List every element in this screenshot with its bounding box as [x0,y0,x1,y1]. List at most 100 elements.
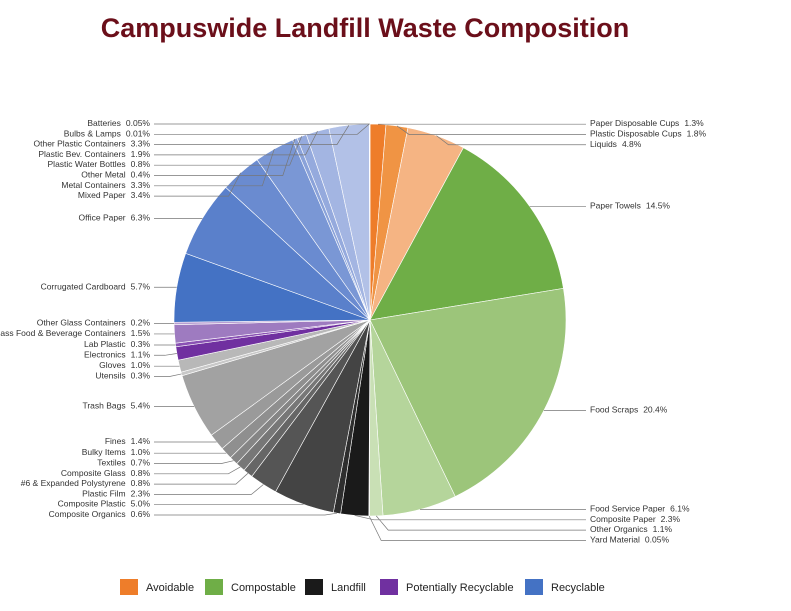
leader-line [154,136,303,166]
slice-value: 14.5% [646,201,671,211]
slice-value: 2.3% [131,489,151,499]
slice-value: 5.4% [131,401,151,411]
slice-value: 0.2% [131,318,151,328]
slice-name: #6 & Expanded Polystyrene [21,478,126,488]
leader-line [368,515,586,541]
slice-value: 0.3% [131,371,151,381]
slice-value: 5.0% [131,499,151,509]
slice-label: Composite Plastic 5.0% [58,499,151,509]
slice-name: Office Paper [79,213,126,223]
slice-value: 1.0% [131,447,151,457]
slice-value: 6.1% [670,504,690,514]
slice-label: Other Metal 0.4% [81,170,150,180]
slice-label: Food Scraps 20.4% [590,405,668,415]
slice-value: 1.0% [131,360,151,370]
slice-name: Composite Paper [590,514,656,524]
slice-name: Fines [105,436,126,446]
slice-name: Batteries [87,118,121,128]
slice-value: 1.3% [684,118,704,128]
legend-label: Recyclable [551,582,605,594]
slice-name: Other Metal [81,170,126,180]
leader-line [154,172,241,197]
slice-label: Paper Disposable Cups 1.3% [590,118,704,128]
leader-line [154,460,234,464]
legend-swatch [525,579,543,595]
slice-label: Gloves 1.0% [99,360,150,370]
leader-line [354,515,586,521]
slice-label: Liquids 4.8% [590,139,642,149]
leader-line [154,148,275,187]
slice-value: 0.8% [131,468,151,478]
slice-name: Composite Glass [61,468,126,478]
slice-value: 3.4% [131,190,151,200]
slice-label: Corrugated Cardboard 5.7% [41,282,151,292]
slice-value: 0.4% [131,170,151,180]
slice-value: 0.7% [131,458,151,468]
leader-line [154,373,182,377]
slice-name: Lab Plastic [84,339,126,349]
slice-label: Bulky Items 1.0% [82,447,151,457]
slice-value: 1.4% [131,436,151,446]
slice-label: Bulbs & Lamps 0.01% [64,129,151,139]
slice-label: Lab Plastic 0.3% [84,339,150,349]
slice-name: Composite Plastic [58,499,127,509]
slice-value: 3.3% [131,139,151,149]
slice-value: 1.5% [131,328,151,338]
leader-line [154,466,241,475]
slice-name: Other Plastic Containers [34,139,126,149]
slice-value: 0.01% [126,129,151,139]
slice-name: Gloves [99,360,125,370]
slice-name: Plastic Film [82,489,125,499]
slice-value: 0.05% [645,535,670,545]
chart-title: Campuswide Landfill Waste Composition [101,13,630,43]
slice-value: 0.05% [126,118,151,128]
pie-slice [369,288,567,497]
leader-line [154,512,337,516]
slice-name: Other Organics [590,524,648,534]
slice-name: Electronics [84,350,126,360]
leader-line [154,123,370,135]
slice-name: Mixed Paper [78,190,126,200]
slice-value: 0.3% [131,339,151,349]
legend-swatch [120,579,138,595]
slice-value: 0.8% [131,478,151,488]
legend-swatch [205,579,223,595]
legend-label: Avoidable [146,582,194,594]
slice-name: Bulky Items [82,447,126,457]
slice-name: Trash Bags [82,401,125,411]
slice-name: Glass Food & Beverage Containers [0,328,126,338]
slice-label: Yard Material 0.05% [590,535,669,545]
slice-label: Other Plastic Containers 3.3% [34,139,151,149]
slice-label: Food Service Paper 6.1% [590,504,690,514]
slice-label: Composite Glass 0.8% [61,468,151,478]
leader-line [375,515,586,531]
slice-label: #6 & Expanded Polystyrene 0.8% [21,478,151,488]
slice-name: Paper Towels [590,201,641,211]
slice-name: Plastic Disposable Cups [590,129,682,139]
slice-name: Paper Disposable Cups [590,118,679,128]
leader-line [154,473,249,485]
slice-value: 20.4% [643,405,668,415]
slice-name: Food Service Paper [590,504,665,514]
leader-line [154,484,264,495]
slice-label: Plastic Water Bottles 0.8% [48,159,151,169]
slice-name: Bulbs & Lamps [64,129,121,139]
slice-name: Utensils [95,371,125,381]
slice-label: Batteries 0.05% [87,118,150,128]
slice-label: Utensils 0.3% [95,371,150,381]
slice-label: Paper Towels 14.5% [590,201,670,211]
leader-line [154,353,177,356]
slice-name: Other Glass Containers [37,318,126,328]
slice-value: 5.7% [131,282,151,292]
leader-line [396,125,586,135]
slice-value: 0.8% [131,159,151,169]
slice-value: 6.3% [131,213,151,223]
slice-value: 2.3% [661,514,681,524]
slice-label: Glass Food & Beverage Containers 1.5% [0,328,150,338]
slice-label: Electronics 1.1% [84,350,150,360]
slice-label: Composite Organics 0.6% [49,509,151,519]
slice-value: 0.6% [131,509,151,519]
slice-name: Yard Material [590,535,640,545]
slice-value: 1.9% [131,149,151,159]
slice-name: Food Scraps [590,405,638,415]
